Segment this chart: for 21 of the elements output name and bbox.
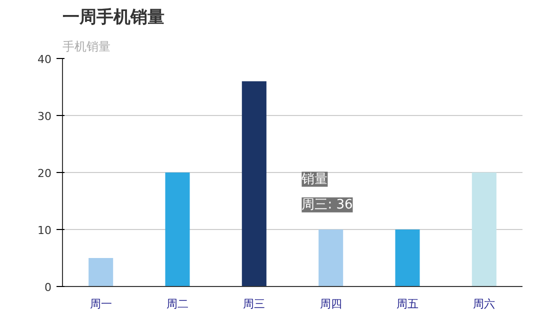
y-tick-label: 40 <box>38 53 52 66</box>
y-tick-label: 0 <box>44 281 52 294</box>
annotation: 销量 <box>300 172 328 187</box>
bar <box>242 81 266 286</box>
bar <box>318 230 344 286</box>
y-tick-label: 10 <box>38 224 52 237</box>
annotation: 周三: 36 <box>302 197 353 212</box>
y-tick-label: 20 <box>38 167 52 180</box>
y-tick-label: 30 <box>38 110 52 123</box>
chart-title: 一周手机销量 <box>62 8 164 28</box>
chart-subtitle: 手机销量 <box>62 40 110 54</box>
bar <box>395 230 420 286</box>
x-tick-label: 周四 <box>320 298 342 310</box>
bar <box>88 258 114 286</box>
x-tick-label: 周五 <box>396 298 418 310</box>
bar <box>472 172 496 286</box>
x-tick-label: 周二 <box>166 298 188 310</box>
x-tick-label: 周六 <box>473 298 496 310</box>
x-tick-label: 周一 <box>90 298 112 310</box>
bar <box>165 172 190 286</box>
x-tick-label: 周三 <box>243 298 266 310</box>
